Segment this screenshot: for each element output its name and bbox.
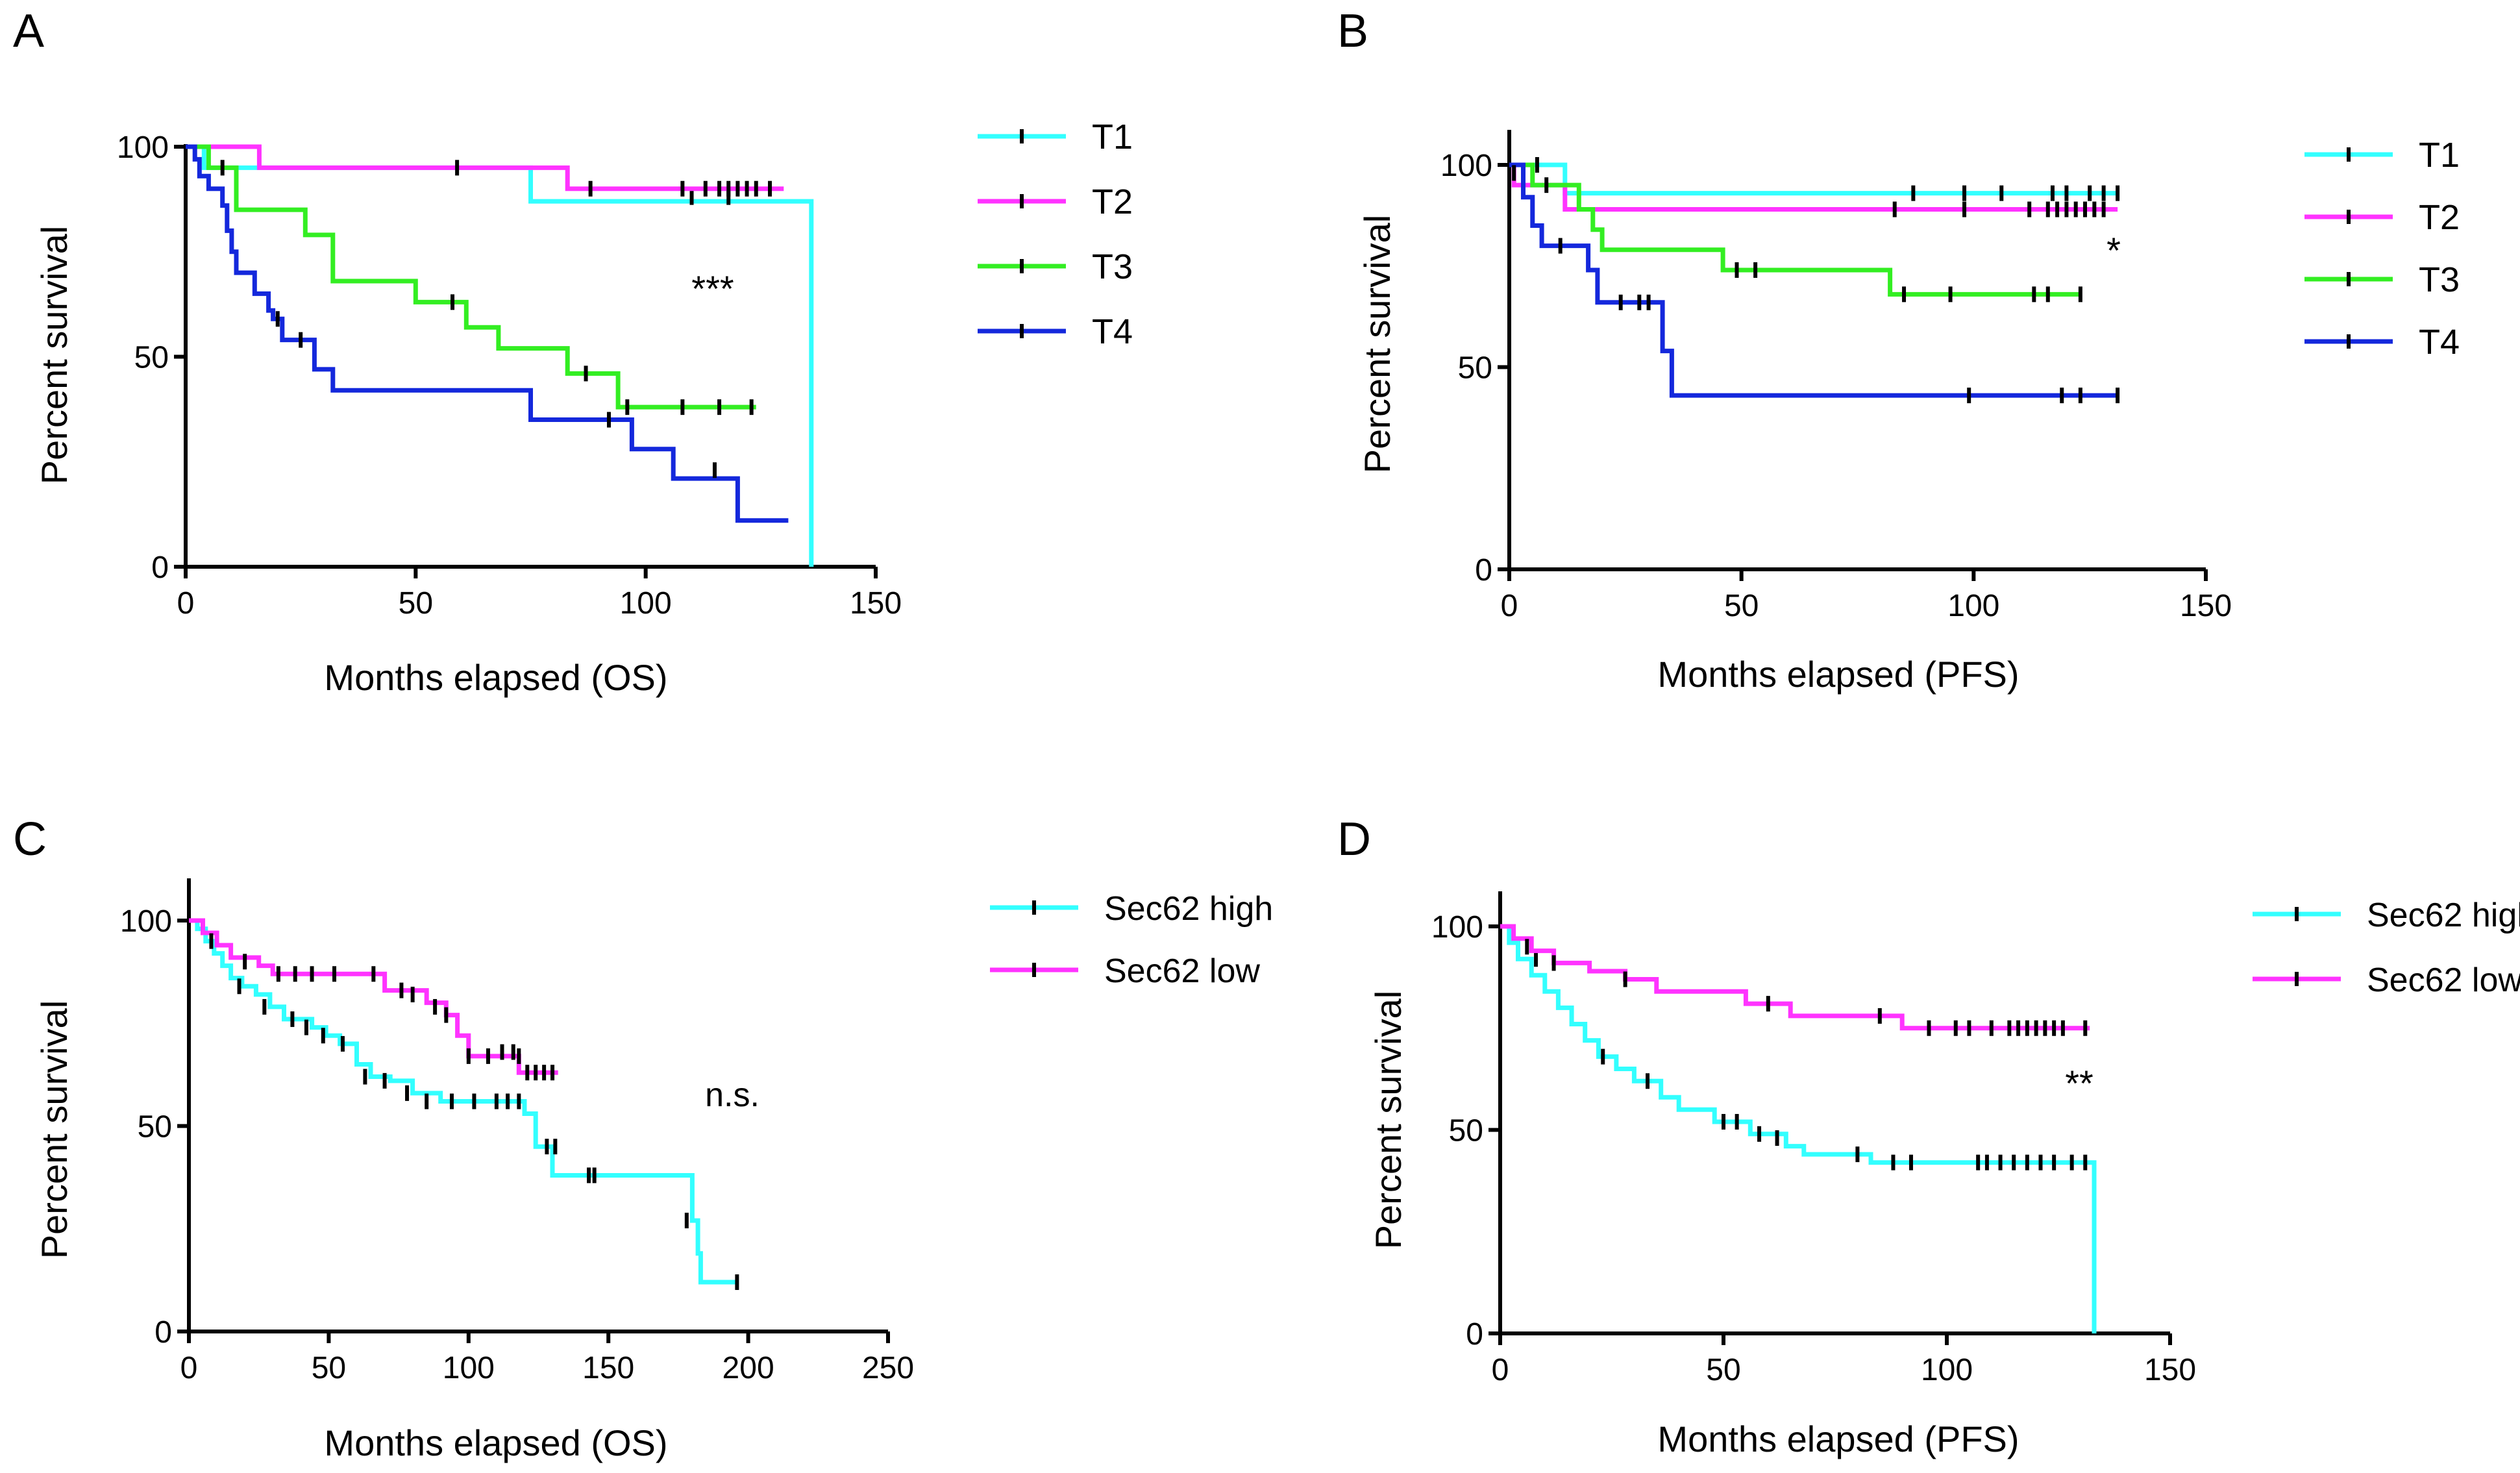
y-tick-label: 100 — [117, 130, 169, 165]
panel-a: A 0 50 100 0 50 100 150 *** Months elapsed (O… — [13, 5, 1133, 698]
panel-c-y-ticks: 0 50 100 — [120, 904, 189, 1350]
x-tick-label: 150 — [2144, 1353, 2196, 1387]
y-tick-label: 50 — [134, 341, 169, 375]
series-line-sec62-low — [189, 918, 558, 1075]
y-tick-label: 0 — [154, 1315, 172, 1350]
x-tick-label: 50 — [399, 586, 433, 621]
y-tick-label: 100 — [1431, 910, 1483, 945]
x-tick-label: 200 — [723, 1351, 774, 1385]
y-tick-label: 50 — [1449, 1114, 1483, 1148]
panel-d-y-ticks: 0 50 100 — [1431, 910, 1500, 1352]
panel-b-x-label: Months elapsed (PFS) — [1657, 654, 2019, 695]
panel-c-letter: C — [13, 813, 47, 865]
panel-d-series-group — [1500, 924, 2097, 1333]
legend-label-t2: T2 — [1092, 182, 1133, 221]
panel-d: D 0 50 100 0 50 100 150 ** Months elapsed (PF… — [1337, 813, 2520, 1459]
series-line-sec62-high — [1500, 924, 2097, 1333]
legend-label-sec62-high: Sec62 high — [2367, 897, 2520, 934]
panel-a-letter: A — [13, 5, 44, 57]
panel-a-significance: *** — [691, 268, 734, 309]
panel-a-legend: T1 T2 T3 T4 — [978, 118, 1133, 351]
y-tick-label: 0 — [1475, 553, 1492, 588]
panel-a-y-ticks: 0 50 100 — [117, 130, 186, 585]
panel-c-x-ticks: 0 50 100 150 200 250 — [180, 1331, 914, 1385]
y-tick-label: 100 — [120, 904, 172, 939]
x-tick-label: 150 — [850, 586, 902, 621]
legend-label-t2: T2 — [2419, 198, 2460, 237]
panel-b-x-ticks: 0 50 100 150 — [1501, 569, 2232, 623]
series-line-t4 — [186, 144, 789, 523]
panel-b-series-group — [1509, 157, 2120, 404]
panel-b-significance: * — [2106, 230, 2121, 271]
series-line-t2 — [186, 144, 784, 192]
x-tick-label: 0 — [177, 586, 195, 621]
series-line-t3 — [1509, 162, 2081, 297]
x-tick-label: 100 — [620, 586, 672, 621]
panel-c-legend: Sec62 high Sec62 low — [990, 890, 1273, 990]
panel-b-y-label: Percent survival — [1357, 215, 1398, 473]
x-tick-label: 50 — [312, 1351, 346, 1385]
series-line-sec62-high — [189, 918, 737, 1285]
y-tick-label: 0 — [151, 551, 169, 585]
legend-label-sec62-low: Sec62 low — [1104, 952, 1260, 990]
x-tick-label: 50 — [1706, 1353, 1740, 1387]
x-tick-label: 100 — [1921, 1353, 1973, 1387]
panel-a-x-ticks: 0 50 100 150 — [177, 567, 902, 621]
x-tick-label: 150 — [2180, 589, 2232, 623]
panel-c: C 0 50 100 0 50 100 150 200 250 n.s. Months ela… — [13, 813, 1273, 1463]
legend-label-t1: T1 — [2419, 136, 2460, 175]
x-tick-label: 50 — [1724, 589, 1759, 623]
legend-label-t4: T4 — [1092, 312, 1133, 351]
legend-label-t4: T4 — [2419, 323, 2460, 362]
x-tick-label: 100 — [1947, 589, 1999, 623]
panel-b-letter: B — [1337, 5, 1368, 57]
y-tick-label: 0 — [1466, 1317, 1483, 1352]
x-tick-label: 100 — [443, 1351, 495, 1385]
y-tick-label: 50 — [138, 1110, 172, 1145]
panel-b-legend: T1 T2 T3 T4 — [2304, 136, 2460, 362]
panel-d-y-label: Percent survival — [1368, 991, 1409, 1249]
panel-a-y-label: Percent survival — [34, 226, 75, 484]
panel-c-x-label: Months elapsed (OS) — [324, 1422, 667, 1463]
legend-label-t1: T1 — [1092, 118, 1133, 156]
x-tick-label: 0 — [1492, 1353, 1509, 1387]
series-line-t4 — [1509, 162, 2118, 398]
panel-a-x-label: Months elapsed (OS) — [324, 657, 667, 698]
legend-label-sec62-low: Sec62 low — [2367, 961, 2520, 999]
panel-a-series-group — [186, 144, 814, 567]
y-tick-label: 50 — [1458, 351, 1492, 386]
y-tick-label: 100 — [1440, 149, 1492, 183]
x-tick-label: 0 — [180, 1351, 198, 1385]
panel-d-x-label: Months elapsed (PFS) — [1657, 1418, 2019, 1459]
legend-label-t3: T3 — [1092, 247, 1133, 286]
legend-label-sec62-high: Sec62 high — [1104, 890, 1273, 928]
x-tick-label: 250 — [862, 1351, 914, 1385]
panel-d-x-ticks: 0 50 100 150 — [1492, 1333, 2196, 1387]
panel-d-significance: ** — [2065, 1063, 2094, 1104]
panel-c-significance: n.s. — [705, 1076, 760, 1114]
legend-label-t3: T3 — [2419, 260, 2460, 299]
panel-d-letter: D — [1337, 813, 1371, 865]
panel-c-series-group — [189, 918, 739, 1291]
panel-c-y-label: Percent survival — [34, 1000, 75, 1259]
panel-d-legend: Sec62 high Sec62 low — [2253, 897, 2520, 999]
series-line-t3 — [186, 144, 756, 410]
panel-b: B 0 50 100 0 50 100 150 * Months elapsed (PFS… — [1337, 5, 2460, 695]
x-tick-label: 0 — [1501, 589, 1518, 623]
x-tick-label: 150 — [582, 1351, 634, 1385]
